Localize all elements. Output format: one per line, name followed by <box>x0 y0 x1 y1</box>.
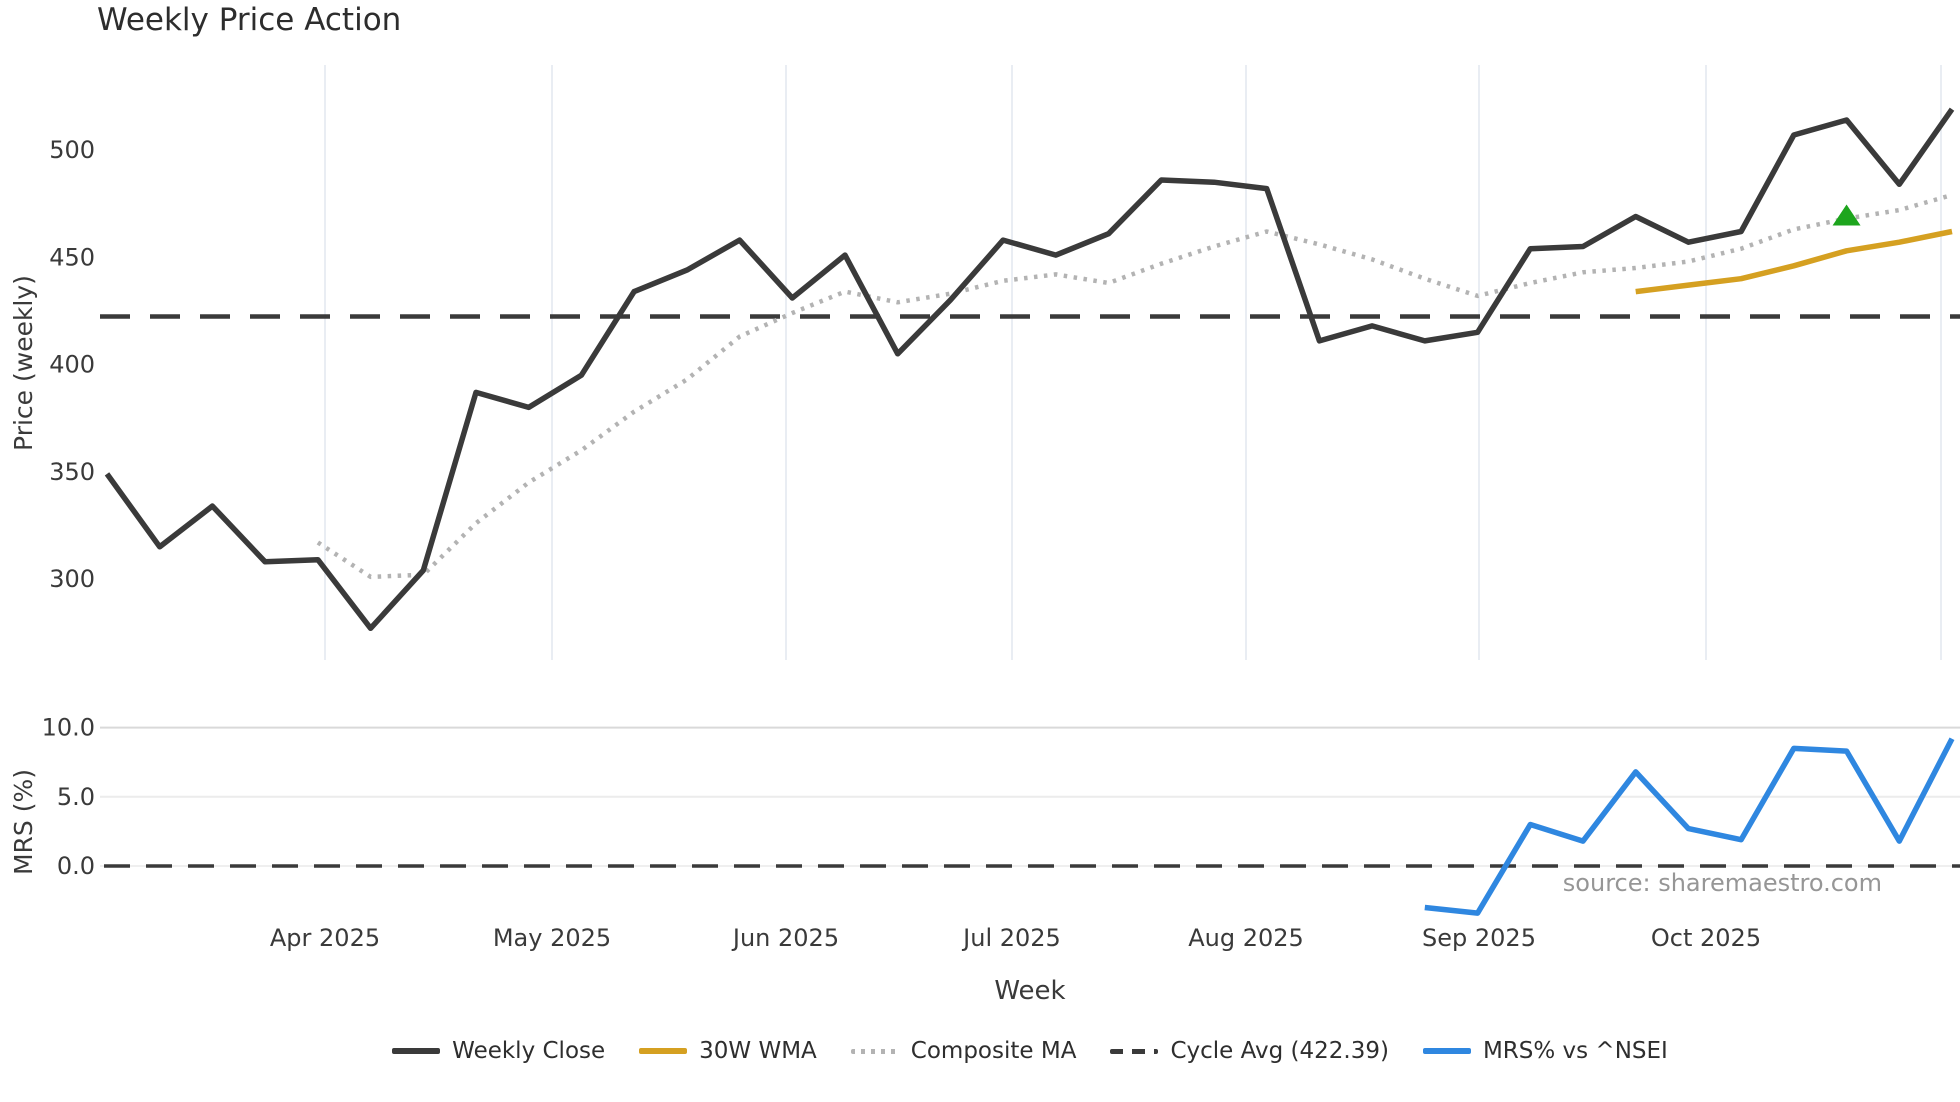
price-ytick-label: 300 <box>49 565 95 593</box>
month-tick-label: Jul 2025 <box>961 924 1061 952</box>
week-axis-label: Week <box>994 976 1065 1006</box>
mrs-axis-label: MRS (%) <box>9 769 38 875</box>
legend-item-cycle-avg: Cycle Avg (422.39) <box>1110 1038 1389 1064</box>
cycle-avg-swatch-icon <box>1110 1048 1159 1054</box>
wma-30w-line <box>1635 228 1953 295</box>
series-layer <box>100 107 1960 916</box>
gridline-layer <box>100 65 1960 867</box>
price-axis-label: Price (weekly) <box>9 275 38 451</box>
legend-item-weekly-close: Weekly Close <box>392 1038 605 1064</box>
tick-label-layer: 300 350 400 450 500 0.0 5.0 10.0 Apr 2025 May 202… <box>42 136 1762 952</box>
month-tick-label: Aug 2025 <box>1188 924 1304 952</box>
weekly-close-line <box>104 107 1955 632</box>
mrs-line <box>1424 737 1955 916</box>
price-ytick-label: 400 <box>49 351 95 379</box>
month-tick-label: Jun 2025 <box>731 924 839 952</box>
weekly-close-line-swatch-icon <box>392 1048 441 1054</box>
month-tick-label: Oct 2025 <box>1651 924 1761 952</box>
signal-triangle-marker <box>1832 204 1861 226</box>
legend-label: MRS% vs ^NSEI <box>1482 1038 1668 1064</box>
legend-label: 30W WMA <box>699 1038 817 1064</box>
mrs-line-swatch-icon <box>1422 1048 1471 1054</box>
source-watermark: source: sharemaestro.com <box>1563 869 1882 897</box>
price-ytick-label: 450 <box>49 243 95 271</box>
chart-legend: Weekly Close 30W WMA Composite MA Cycle … <box>100 1038 1960 1064</box>
mrs-ytick-label: 0.0 <box>57 852 95 880</box>
month-tick-label: Apr 2025 <box>270 924 380 952</box>
month-tick-label: May 2025 <box>493 924 611 952</box>
legend-label: Weekly Close <box>452 1038 606 1064</box>
legend-item-composite-ma: Composite MA <box>850 1038 1077 1064</box>
price-ytick-label: 500 <box>49 136 95 164</box>
legend-item-30w-wma: 30W WMA <box>639 1038 817 1064</box>
price-ytick-label: 350 <box>49 458 95 486</box>
wma-line-swatch-icon <box>639 1048 688 1054</box>
mrs-ytick-label: 10.0 <box>42 714 95 742</box>
legend-item-mrs: MRS% vs ^NSEI <box>1422 1038 1668 1064</box>
legend-label: Composite MA <box>910 1038 1077 1064</box>
mrs-ytick-label: 5.0 <box>57 783 95 811</box>
legend-label: Cycle Avg (422.39) <box>1170 1038 1389 1064</box>
chart-title: Weekly Price Action <box>97 2 402 38</box>
composite-ma-swatch-icon <box>850 1048 899 1054</box>
month-tick-label: Sep 2025 <box>1422 924 1536 952</box>
